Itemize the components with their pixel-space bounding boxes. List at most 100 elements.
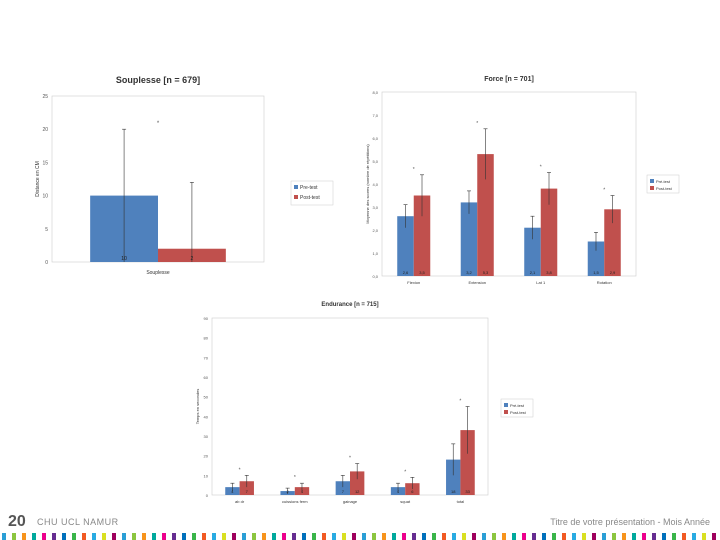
y-tick-label: 15: [42, 160, 48, 166]
footer-dash: [272, 533, 276, 540]
footer-dash: [602, 533, 606, 540]
footer-dash: [692, 533, 696, 540]
legend-label: Pré-test: [656, 179, 671, 184]
footer-dash: [232, 533, 236, 540]
footer-dash: [712, 533, 716, 540]
significance-marker: *: [349, 456, 351, 462]
footer-dash: [612, 533, 616, 540]
y-tick-label: 4,0: [372, 182, 378, 187]
footer-dash: [402, 533, 406, 540]
legend-label: Pré-test: [510, 403, 525, 408]
footer-dash: [52, 533, 56, 540]
bar-post: [604, 209, 621, 276]
footer-dash: [302, 533, 306, 540]
y-tick-label: 50: [204, 395, 209, 400]
footer-dash: [412, 533, 416, 540]
data-label: 2: [287, 489, 290, 494]
footer-dash: [632, 533, 636, 540]
footer-dash: [192, 533, 196, 540]
footer-dash: [482, 533, 486, 540]
data-label: 5,3: [483, 270, 489, 275]
x-tick-label: Rotation: [597, 280, 612, 285]
footer-dash: [492, 533, 496, 540]
footer-dash: [152, 533, 156, 540]
legend-swatch: [504, 403, 508, 407]
footer-dash: [332, 533, 336, 540]
footer-dash: [532, 533, 536, 540]
footer-dash: [82, 533, 86, 540]
y-tick-label: 6,0: [372, 136, 378, 141]
significance-marker: *: [239, 467, 241, 473]
footer-dash: [262, 533, 266, 540]
legend-label: Pre-test: [300, 185, 318, 191]
footer-dash: [472, 533, 476, 540]
x-tick-label: Flexion: [407, 280, 420, 285]
data-label: 4: [301, 489, 304, 494]
y-tick-label: 70: [204, 355, 209, 360]
footer-dash: [22, 533, 26, 540]
x-tick-label: Extension: [468, 280, 486, 285]
bar-pre: [335, 481, 350, 495]
legend-swatch: [294, 195, 298, 199]
footer-dash: [32, 533, 36, 540]
y-tick-label: 20: [42, 127, 48, 133]
chart-force-svg: Force [n = 701] 0,0 1,0 2,0 3,0 4,0 5,0 6,0 7,0 8…: [365, 76, 680, 285]
footer-dash: [572, 533, 576, 540]
footer-dash: [592, 533, 596, 540]
legend-box: [646, 174, 680, 194]
y-tick-label: 40: [204, 414, 209, 419]
y-tick-label: 90: [204, 316, 209, 321]
bar-post: [413, 195, 431, 276]
y-tick-label: 25: [42, 94, 48, 100]
footer-dash: [12, 533, 16, 540]
bar-pre: [587, 241, 605, 276]
data-label: 3,2: [466, 270, 472, 275]
footer-dash: [102, 533, 106, 540]
bar-post: [477, 154, 494, 276]
footer-dash: [352, 533, 356, 540]
footer-dash: [682, 533, 686, 540]
presentation-title: Titre de votre présentation - Mois Année: [550, 517, 710, 527]
footer-dash: [392, 533, 396, 540]
legend-swatch: [650, 179, 654, 183]
plot-area: [381, 91, 637, 277]
data-label: 12: [355, 489, 360, 494]
footer-dash: [502, 533, 506, 540]
legend-label: Post-test: [656, 186, 673, 191]
footer-dash: [162, 533, 166, 540]
footer-dash: [202, 533, 206, 540]
footer-dash: [122, 533, 126, 540]
footer-dash: [552, 533, 556, 540]
footer-dash: [652, 533, 656, 540]
data-label: 7: [342, 489, 345, 494]
footer-dash: [702, 533, 706, 540]
footer-dash: [42, 533, 46, 540]
chart-endurance: Endurance [n = 715] 0 10 20 30 40 50 60 70 80 90 Te…: [192, 296, 534, 511]
y-tick-label: 10: [42, 194, 48, 200]
footer-dash: [142, 533, 146, 540]
data-label: 7: [246, 489, 249, 494]
legend-label: Post-test: [300, 195, 320, 201]
y-tick-label: 60: [204, 375, 209, 380]
footer-dash: [282, 533, 286, 540]
footer-dash: [622, 533, 626, 540]
significance-marker: *: [294, 475, 296, 481]
significance-marker: *: [413, 167, 415, 173]
footer-dash: [542, 533, 546, 540]
footer-dash: [642, 533, 646, 540]
data-label: 18: [451, 489, 456, 494]
y-axis-label: Moyenne des scores (nombre de répétition…: [365, 144, 370, 224]
y-tick-label: 3,0: [372, 205, 378, 210]
bar-post: [460, 430, 475, 495]
bar-pre: [460, 202, 478, 276]
significance-marker: *: [540, 165, 542, 171]
footer-dash: [112, 533, 116, 540]
legend-box: [500, 398, 534, 418]
y-tick-label: 1,0: [372, 251, 378, 256]
significance-marker: *: [404, 469, 406, 475]
organization-name: CHU UCL NAMUR: [37, 517, 119, 527]
significance-marker: *: [459, 399, 461, 405]
y-tick-label: 30: [204, 434, 209, 439]
y-tick-label: 8,0: [372, 90, 378, 95]
footer-dash: [2, 533, 6, 540]
